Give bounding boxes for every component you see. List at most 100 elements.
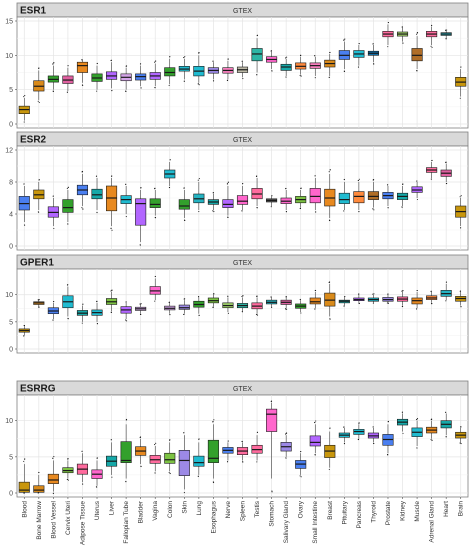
box-thyroid (367, 293, 379, 304)
panel-gene-label: GPER1 (20, 258, 54, 269)
outlier-point (343, 210, 345, 212)
outlier-point (125, 419, 127, 421)
outlier-point (285, 296, 287, 298)
box-heart (440, 29, 452, 40)
outlier-point (23, 460, 25, 462)
outlier-point (329, 427, 331, 429)
x-tick-label: Heart (443, 501, 450, 517)
x-tick-label: Adrenal Gland (429, 501, 436, 543)
box-iqr (338, 192, 350, 204)
box-spleen (236, 183, 249, 212)
box-bladder (135, 187, 147, 246)
box-brain (455, 290, 467, 308)
outlier-point (67, 223, 69, 225)
box-iqr (18, 481, 30, 493)
outlier-point (111, 229, 113, 231)
box-ovary (295, 450, 307, 478)
outlier-point (139, 63, 142, 65)
box-iqr (353, 191, 365, 204)
y-tick-label: 10 (5, 53, 13, 60)
outlier-point (445, 411, 447, 413)
outlier-point (227, 312, 229, 314)
box-breast (324, 51, 336, 78)
outlier-point (242, 461, 244, 463)
box-thyroid (367, 426, 379, 445)
outlier-point (285, 457, 287, 459)
x-tick-label: Testis (254, 500, 261, 517)
outlier-point (139, 313, 142, 315)
box-testis (251, 431, 263, 463)
outlier-point (52, 63, 54, 65)
outlier-point (314, 55, 316, 57)
outlier-point (154, 61, 156, 63)
outlier-point (241, 295, 243, 298)
outlier-point (314, 454, 316, 456)
outlier-point (227, 181, 229, 183)
box-muscle (411, 32, 423, 72)
box-salivary-gland (280, 296, 292, 310)
box-liver (106, 175, 118, 231)
outlier-point (358, 422, 360, 424)
box-adipose-tissue (76, 450, 89, 485)
outlier-point (125, 480, 127, 483)
outlier-point (300, 312, 302, 314)
y-tick-label: 12 (5, 148, 13, 155)
panel-gene-label: ESR2 (20, 135, 47, 146)
box-bone-marrow (33, 471, 45, 494)
outlier-point (96, 211, 98, 213)
box-iqr (251, 48, 263, 62)
box-iqr (76, 61, 89, 73)
box-iqr (207, 439, 219, 463)
outlier-point (270, 306, 273, 308)
outlier-point (154, 60, 157, 62)
outlier-point (387, 293, 389, 295)
box-bone-marrow (33, 67, 45, 104)
box-skin (178, 298, 190, 316)
box-small-intestine (309, 289, 321, 310)
box-iqr (178, 199, 190, 210)
outlier-point (372, 302, 374, 304)
box-liver (106, 289, 118, 313)
box-cervix-uteri (62, 284, 74, 320)
box-iqr (120, 441, 132, 463)
outlier-point (52, 319, 54, 321)
box-fallopian-tube (120, 183, 132, 218)
outlier-point (314, 175, 316, 177)
box-blood (18, 458, 30, 494)
y-tick-label: 5 (9, 454, 13, 461)
outlier-point (299, 298, 301, 301)
outlier-point (372, 179, 374, 181)
box-prostate (382, 184, 394, 209)
outlier-point (460, 66, 462, 68)
box-cervix-uteri (62, 186, 74, 225)
outlier-point (415, 33, 418, 35)
x-tick-label: Pancreas (356, 500, 363, 528)
outlier-point (358, 302, 360, 304)
x-tick-label: Lung (196, 501, 203, 516)
box-iqr (178, 450, 190, 476)
outlier-point (242, 78, 244, 80)
box-adipose-tissue (76, 303, 89, 324)
box-kidney (396, 411, 409, 434)
box-nerve (222, 58, 234, 82)
box-iqr (149, 198, 161, 208)
box-iqr (266, 408, 278, 432)
outlier-point (111, 89, 113, 92)
outlier-point (169, 472, 171, 474)
x-tick-label: Bladder (138, 500, 145, 523)
box-nerve (222, 181, 234, 219)
outlier-point (386, 184, 389, 186)
box-testis (251, 34, 263, 76)
outlier-point (402, 183, 404, 185)
outlier-point (357, 66, 359, 68)
outlier-point (183, 57, 185, 59)
box-spleen (236, 60, 249, 80)
outlier-point (328, 281, 330, 284)
panel-source-label: GTEX (233, 260, 252, 267)
box-stomach (266, 400, 278, 493)
outlier-point (197, 179, 199, 181)
outlier-point (110, 290, 112, 292)
outlier-point (227, 216, 229, 218)
outlier-point (124, 319, 127, 321)
box-skin (178, 56, 190, 82)
